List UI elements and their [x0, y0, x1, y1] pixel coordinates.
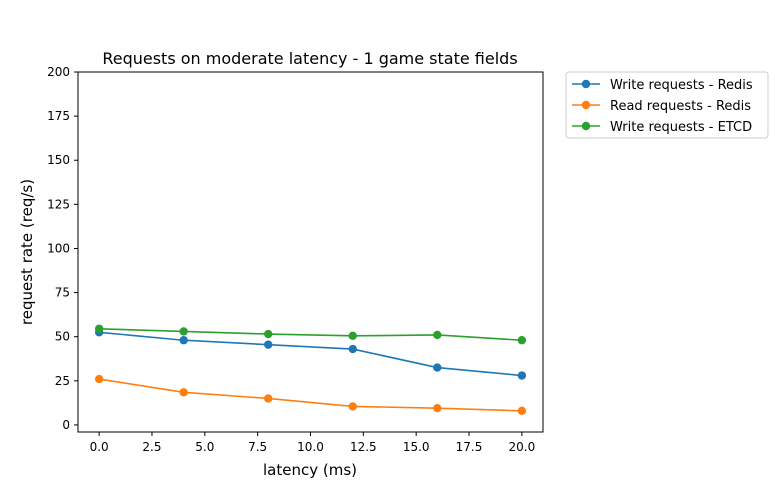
- x-tick-label: 2.5: [142, 440, 161, 454]
- legend-swatch-marker: [581, 79, 591, 89]
- data-point: [264, 340, 273, 349]
- x-tick-label: 0.0: [90, 440, 109, 454]
- data-point: [348, 402, 357, 411]
- data-point: [348, 344, 357, 354]
- x-tick-label: 15.0: [403, 440, 430, 454]
- legend-label: Write requests - ETCD: [610, 120, 752, 135]
- x-tick-label: 20.0: [509, 440, 536, 454]
- y-axis-ticks: 0 25 50 75 100 125 150 175 200: [47, 65, 78, 432]
- series-line-1: [99, 378, 522, 412]
- x-axis-label: latency (ms): [263, 461, 357, 479]
- data-point: [517, 406, 527, 416]
- data-point: [433, 330, 442, 340]
- y-tick-label: 25: [55, 374, 70, 388]
- y-axis-label: request rate (req/s): [18, 179, 36, 325]
- data-point: [94, 374, 104, 384]
- x-axis-ticks: 0.0 2.5 5.0 7.5 10.0 12.5 15.0 17.5 20.0: [90, 432, 536, 454]
- x-tick-label: 5.0: [195, 440, 214, 454]
- data-point: [179, 388, 188, 397]
- data-point: [517, 371, 527, 380]
- y-tick-label: 175: [47, 109, 70, 123]
- legend-swatch-marker: [581, 100, 591, 110]
- x-tick-label: 7.5: [248, 440, 267, 454]
- series-layer: [94, 324, 527, 416]
- plot-frame: [77, 71, 544, 433]
- legend-frame: [565, 71, 769, 139]
- y-tick-label: 200: [47, 65, 70, 79]
- y-tick-label: 50: [55, 330, 70, 344]
- y-tick-label: 125: [47, 197, 70, 211]
- legend-label: Write requests - Redis: [610, 78, 753, 93]
- chart-title: Requests on moderate latency - 1 game st…: [102, 49, 517, 68]
- x-tick-label: 12.5: [350, 440, 377, 454]
- series-line-2: [99, 327, 522, 342]
- data-point: [179, 327, 188, 336]
- legend-label: Read requests - Redis: [610, 99, 751, 114]
- y-tick-label: 150: [47, 153, 70, 167]
- legend-swatch-marker: [581, 121, 591, 131]
- y-tick-label: 75: [55, 286, 70, 300]
- data-point: [433, 363, 442, 372]
- data-point: [179, 336, 188, 345]
- data-point: [517, 336, 527, 345]
- data-point: [433, 403, 442, 413]
- legend: Write requests - Redis Read requests - Re…: [565, 71, 769, 139]
- data-point: [94, 324, 104, 333]
- series-line-0: [99, 331, 522, 377]
- plot-area: [78, 72, 543, 432]
- y-tick-label: 100: [47, 241, 70, 255]
- data-point: [264, 394, 273, 403]
- data-point: [264, 329, 273, 339]
- x-tick-label: 10.0: [297, 440, 324, 454]
- data-point: [348, 331, 357, 341]
- y-tick-label: 0: [62, 418, 70, 432]
- x-tick-label: 17.5: [456, 440, 483, 454]
